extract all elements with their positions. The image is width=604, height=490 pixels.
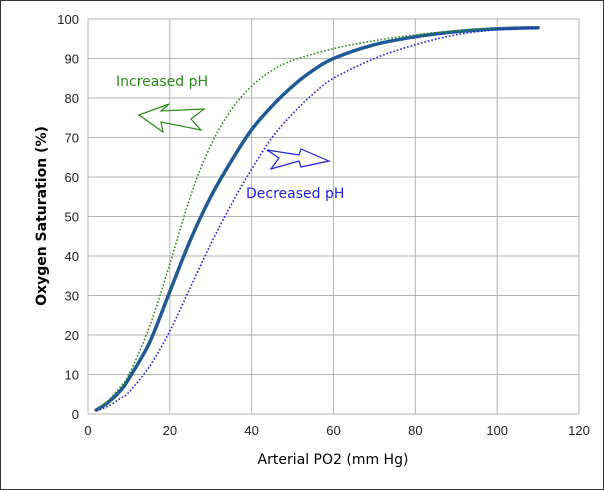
y-tick-label: 100 xyxy=(57,12,79,27)
series-increased-ph xyxy=(95,26,539,411)
x-tick-label: 20 xyxy=(163,423,177,438)
series-decreased-ph xyxy=(95,26,539,412)
y-tick-label: 90 xyxy=(65,52,79,67)
x-tick-label: 120 xyxy=(568,423,590,438)
series-lines xyxy=(94,25,540,412)
y-tick-label: 80 xyxy=(65,91,79,106)
tick-labels: 0 20 40 60 80 100 120 0 10 20 30 40 50 60 70 80 90 100 xyxy=(57,12,590,438)
y-tick-label: 20 xyxy=(65,328,79,343)
y-tick-label: 40 xyxy=(65,249,79,264)
y-tick-label: 30 xyxy=(65,289,79,304)
y-tick-label: 50 xyxy=(65,210,79,225)
series-normal-ph xyxy=(94,25,540,412)
y-axis-title: Oxygen Saturation (%) xyxy=(34,126,50,306)
x-tick-label: 80 xyxy=(408,423,422,438)
left-arrow-icon xyxy=(137,103,206,134)
y-tick-label: 10 xyxy=(65,368,79,383)
x-tick-label: 100 xyxy=(486,423,508,438)
x-tick-label: 60 xyxy=(326,423,340,438)
x-axis-title: Arterial PO2 (mm Hg) xyxy=(258,452,409,468)
x-tick-label: 40 xyxy=(244,423,258,438)
y-tick-label: 60 xyxy=(65,170,79,185)
y-tick-label: 0 xyxy=(72,407,79,422)
annotation-decreased-ph: Decreased pH xyxy=(246,186,344,202)
y-tick-label: 70 xyxy=(65,131,79,146)
right-arrow-icon xyxy=(266,148,331,171)
annotation-increased-ph: Increased pH xyxy=(116,74,208,90)
x-tick-label: 0 xyxy=(84,423,91,438)
